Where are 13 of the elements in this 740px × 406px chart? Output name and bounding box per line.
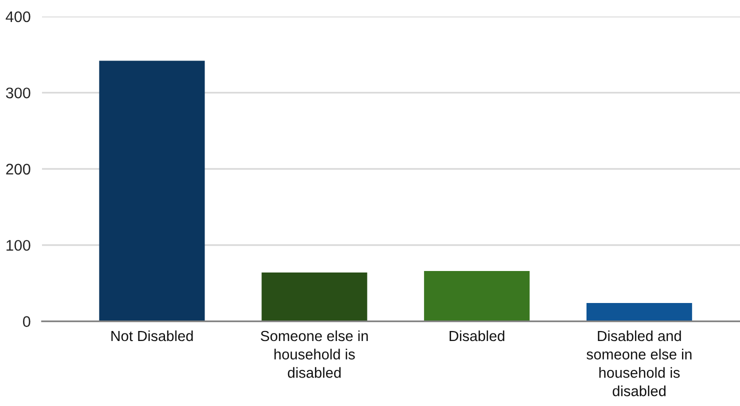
x-tick-label: Disabled (450, 330, 504, 342)
bar (99, 60, 205, 322)
y-tick-label: 400 (6, 11, 30, 22)
x-tick-label: Someone else in household is disabled (260, 330, 368, 378)
y-tick-label: 300 (6, 88, 30, 98)
y-tick-label: 100 (6, 240, 30, 251)
y-tick-label: 0 (22, 316, 30, 327)
x-tick-label: Not Disabled (111, 330, 193, 342)
y-tick-label: 200 (6, 164, 30, 175)
x-tick-label: Disabled and someone else in household is disabled (586, 330, 692, 396)
bar (424, 271, 530, 322)
bar (586, 303, 692, 322)
bar (262, 272, 368, 322)
